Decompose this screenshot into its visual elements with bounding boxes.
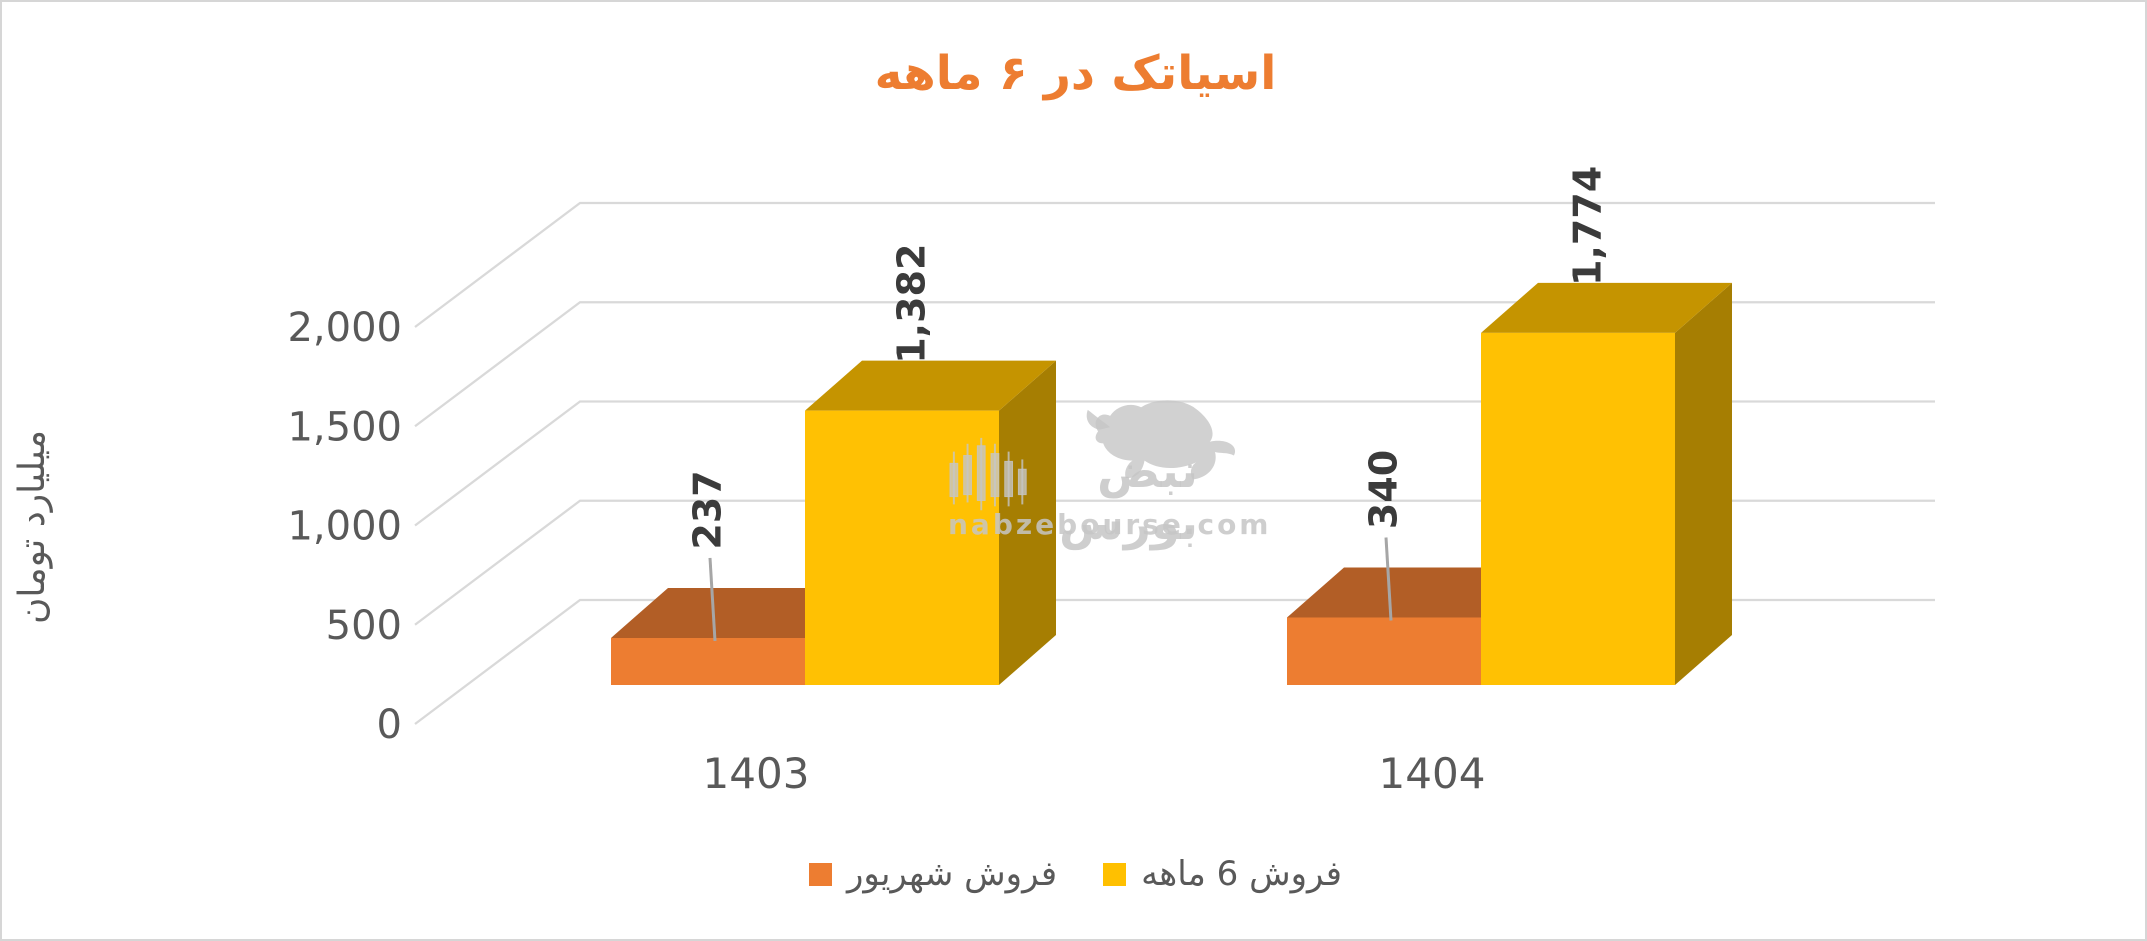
bar-1404-series1-top bbox=[1481, 282, 1732, 333]
gridline-1500 bbox=[414, 301, 1935, 428]
legend-swatch-yellow bbox=[1103, 862, 1127, 886]
x-category-label: 1404 bbox=[1379, 749, 1486, 798]
data-label-1404-series1: 1,774 bbox=[1566, 166, 1610, 286]
legend-item-shahrivar-sales: فروش شهریور bbox=[808, 854, 1058, 894]
leader-line-1403 bbox=[708, 557, 717, 642]
bar-1403-series1-front bbox=[805, 410, 999, 685]
bar-1403-series1-side bbox=[999, 360, 1056, 685]
data-label-1404-series0: 340 bbox=[1362, 450, 1406, 529]
bar-1403-series0-front bbox=[611, 637, 805, 685]
x-category-label: 1403 bbox=[703, 749, 810, 798]
data-label-1403-series0: 237 bbox=[686, 470, 730, 549]
bar-1404-series0-front bbox=[1287, 617, 1481, 685]
y-tick-label: 2,000 bbox=[287, 305, 402, 351]
leader-line-1404 bbox=[1384, 537, 1393, 621]
bar-1404-series1-side bbox=[1675, 282, 1732, 685]
legend-swatch-orange bbox=[808, 862, 832, 886]
legend-label: فروش شهریور bbox=[846, 854, 1058, 894]
bar-1403-series0-top bbox=[611, 587, 862, 638]
chart-title: اسیاتک در ۶ ماهه bbox=[874, 46, 1277, 101]
y-tick-label: 1,000 bbox=[287, 504, 402, 550]
legend-label: فروش 6 ماهه bbox=[1141, 854, 1343, 894]
legend-item-6month-sales: فروش 6 ماهه bbox=[1103, 854, 1342, 894]
bar-1404-series1-front bbox=[1481, 332, 1675, 685]
y-tick-label: 500 bbox=[326, 603, 402, 649]
bar-1404-series0-top bbox=[1287, 567, 1538, 618]
bar-1403-series1-top bbox=[805, 360, 1056, 411]
data-label-1403-series1: 1,382 bbox=[890, 244, 934, 364]
gridline-2000 bbox=[414, 201, 1935, 328]
y-tick-label: 1,500 bbox=[287, 404, 402, 450]
chart-legend: فروش شهریور فروش 6 ماهه bbox=[2, 854, 2145, 894]
y-tick-label: 0 bbox=[377, 702, 402, 748]
